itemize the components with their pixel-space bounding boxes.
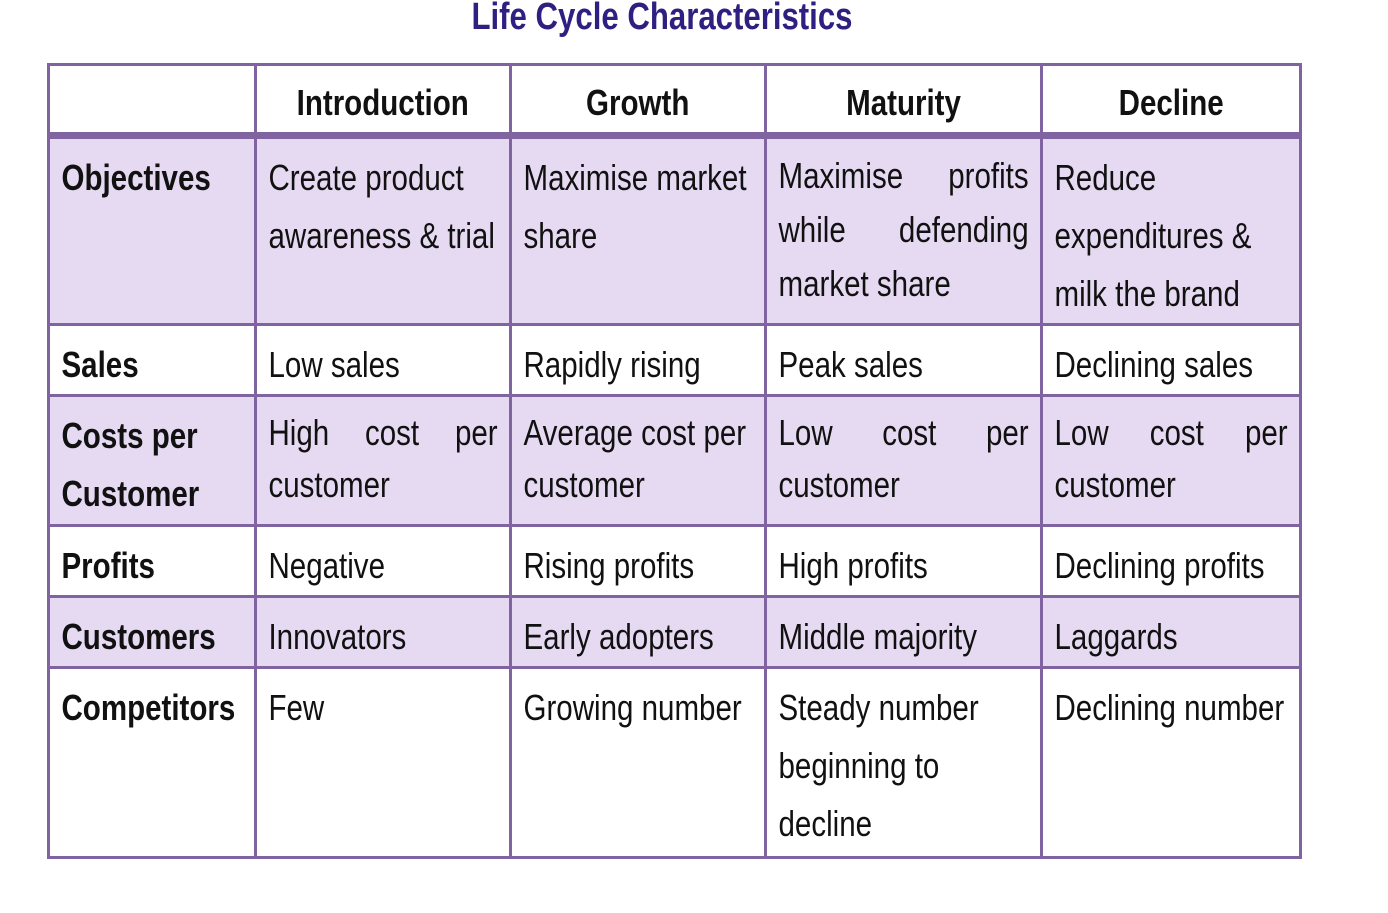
table-cell: Steady number beginning to decline (764, 666, 1043, 859)
table-cell: Growing number (509, 666, 767, 859)
table-row-objectives: Objectives Create product awareness & tr… (47, 134, 1302, 326)
table-cell: Declining profits (1040, 524, 1302, 598)
table-cell: Negative (254, 524, 512, 598)
table-cell: Middle majority (764, 595, 1043, 669)
header-growth: Growth (509, 63, 767, 139)
row-label-competitors: Competitors (47, 666, 257, 859)
table-cell: Reduce expenditures & milk the brand (1040, 134, 1302, 326)
row-label-customers: Customers (47, 595, 257, 669)
table-row-sales: Sales Low sales Rapidly rising Peak sale… (47, 323, 1302, 397)
header-decline: Decline (1040, 63, 1302, 139)
table-cell: Maximise market share (509, 134, 767, 326)
table-cell: Low cost per customer (1040, 394, 1302, 527)
header-corner-cell (47, 63, 257, 139)
table-cell: Early adopters (509, 595, 767, 669)
table-cell: Create product awareness & trial (254, 134, 512, 326)
table-cell: High profits (764, 524, 1043, 598)
row-label-profits: Profits (47, 524, 257, 598)
table-cell: Maximise profits while defending market … (764, 134, 1043, 326)
table-cell: Low cost per customer (764, 394, 1043, 527)
table-cell: Declining sales (1040, 323, 1302, 397)
header-row: Introduction Growth Maturity Decline (47, 63, 1302, 139)
header-maturity: Maturity (764, 63, 1043, 139)
table-cell: Peak sales (764, 323, 1043, 397)
table-row-costs: Costs per Customer High cost per custome… (47, 394, 1302, 527)
table-cell: Average cost per customer (509, 394, 767, 527)
table-row-profits: Profits Negative Rising profits High pro… (47, 524, 1302, 598)
table-cell: High cost per customer (254, 394, 512, 527)
table-cell: Few (254, 666, 512, 859)
life-cycle-table: Introduction Growth Maturity Decline Obj… (47, 63, 1302, 859)
table-cell: Rising profits (509, 524, 767, 598)
table-row-competitors: Competitors Few Growing number Steady nu… (47, 666, 1302, 859)
row-label-objectives: Objectives (47, 134, 257, 326)
row-label-costs: Costs per Customer (47, 394, 257, 527)
header-introduction: Introduction (254, 63, 512, 139)
table-row-customers: Customers Innovators Early adopters Midd… (47, 595, 1302, 669)
page-title: Life Cycle Characteristics (471, 0, 853, 38)
table-cell: Laggards (1040, 595, 1302, 669)
table-cell: Low sales (254, 323, 512, 397)
table-cell: Innovators (254, 595, 512, 669)
table-cell: Declining number (1040, 666, 1302, 859)
row-label-sales: Sales (47, 323, 257, 397)
table-cell: Rapidly rising (509, 323, 767, 397)
